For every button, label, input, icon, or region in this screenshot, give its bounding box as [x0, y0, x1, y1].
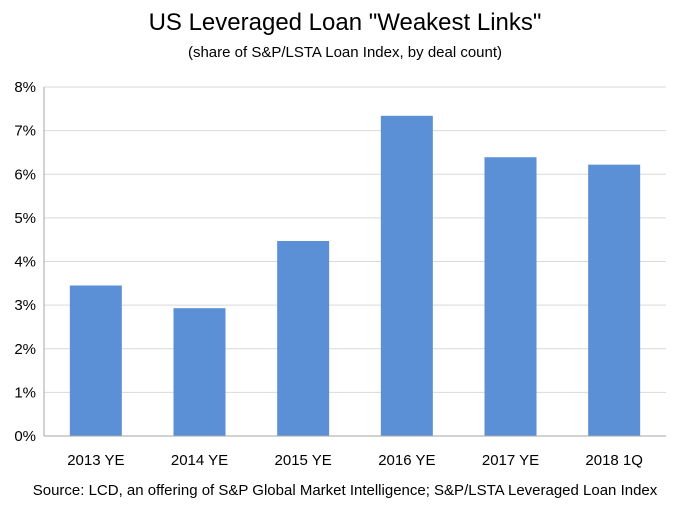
bar-1: [173, 308, 226, 436]
bar-2: [277, 240, 330, 436]
source-note: Source: LCD, an offering of S&P Global M…: [32, 482, 658, 499]
x-tick-label: 2018 1Q: [585, 452, 643, 469]
y-tick-label: 1%: [14, 384, 36, 401]
bar-5: [588, 164, 641, 436]
bar-3: [380, 115, 433, 436]
x-tick-label: 2014 YE: [171, 452, 228, 469]
x-tick-label: 2017 YE: [482, 452, 539, 469]
bar-0: [69, 285, 122, 436]
y-tick-label: 3%: [14, 297, 36, 314]
y-tick-label: 2%: [14, 341, 36, 358]
x-tick-label: 2015 YE: [275, 452, 332, 469]
y-tick-label: 6%: [14, 166, 36, 183]
x-tick-label: 2016 YE: [378, 452, 435, 469]
y-tick-label: 0%: [14, 428, 36, 445]
y-tick-label: 5%: [14, 210, 36, 227]
bar-4: [484, 157, 537, 436]
x-tick-label: 2013 YE: [67, 452, 124, 469]
chart-title: US Leveraged Loan "Weakest Links": [148, 9, 542, 36]
chart-subtitle: (share of S&P/LSTA Loan Index, by deal c…: [187, 44, 503, 61]
y-tick-label: 7%: [14, 123, 36, 140]
y-tick-label: 8%: [14, 79, 36, 96]
y-tick-label: 4%: [14, 254, 36, 271]
